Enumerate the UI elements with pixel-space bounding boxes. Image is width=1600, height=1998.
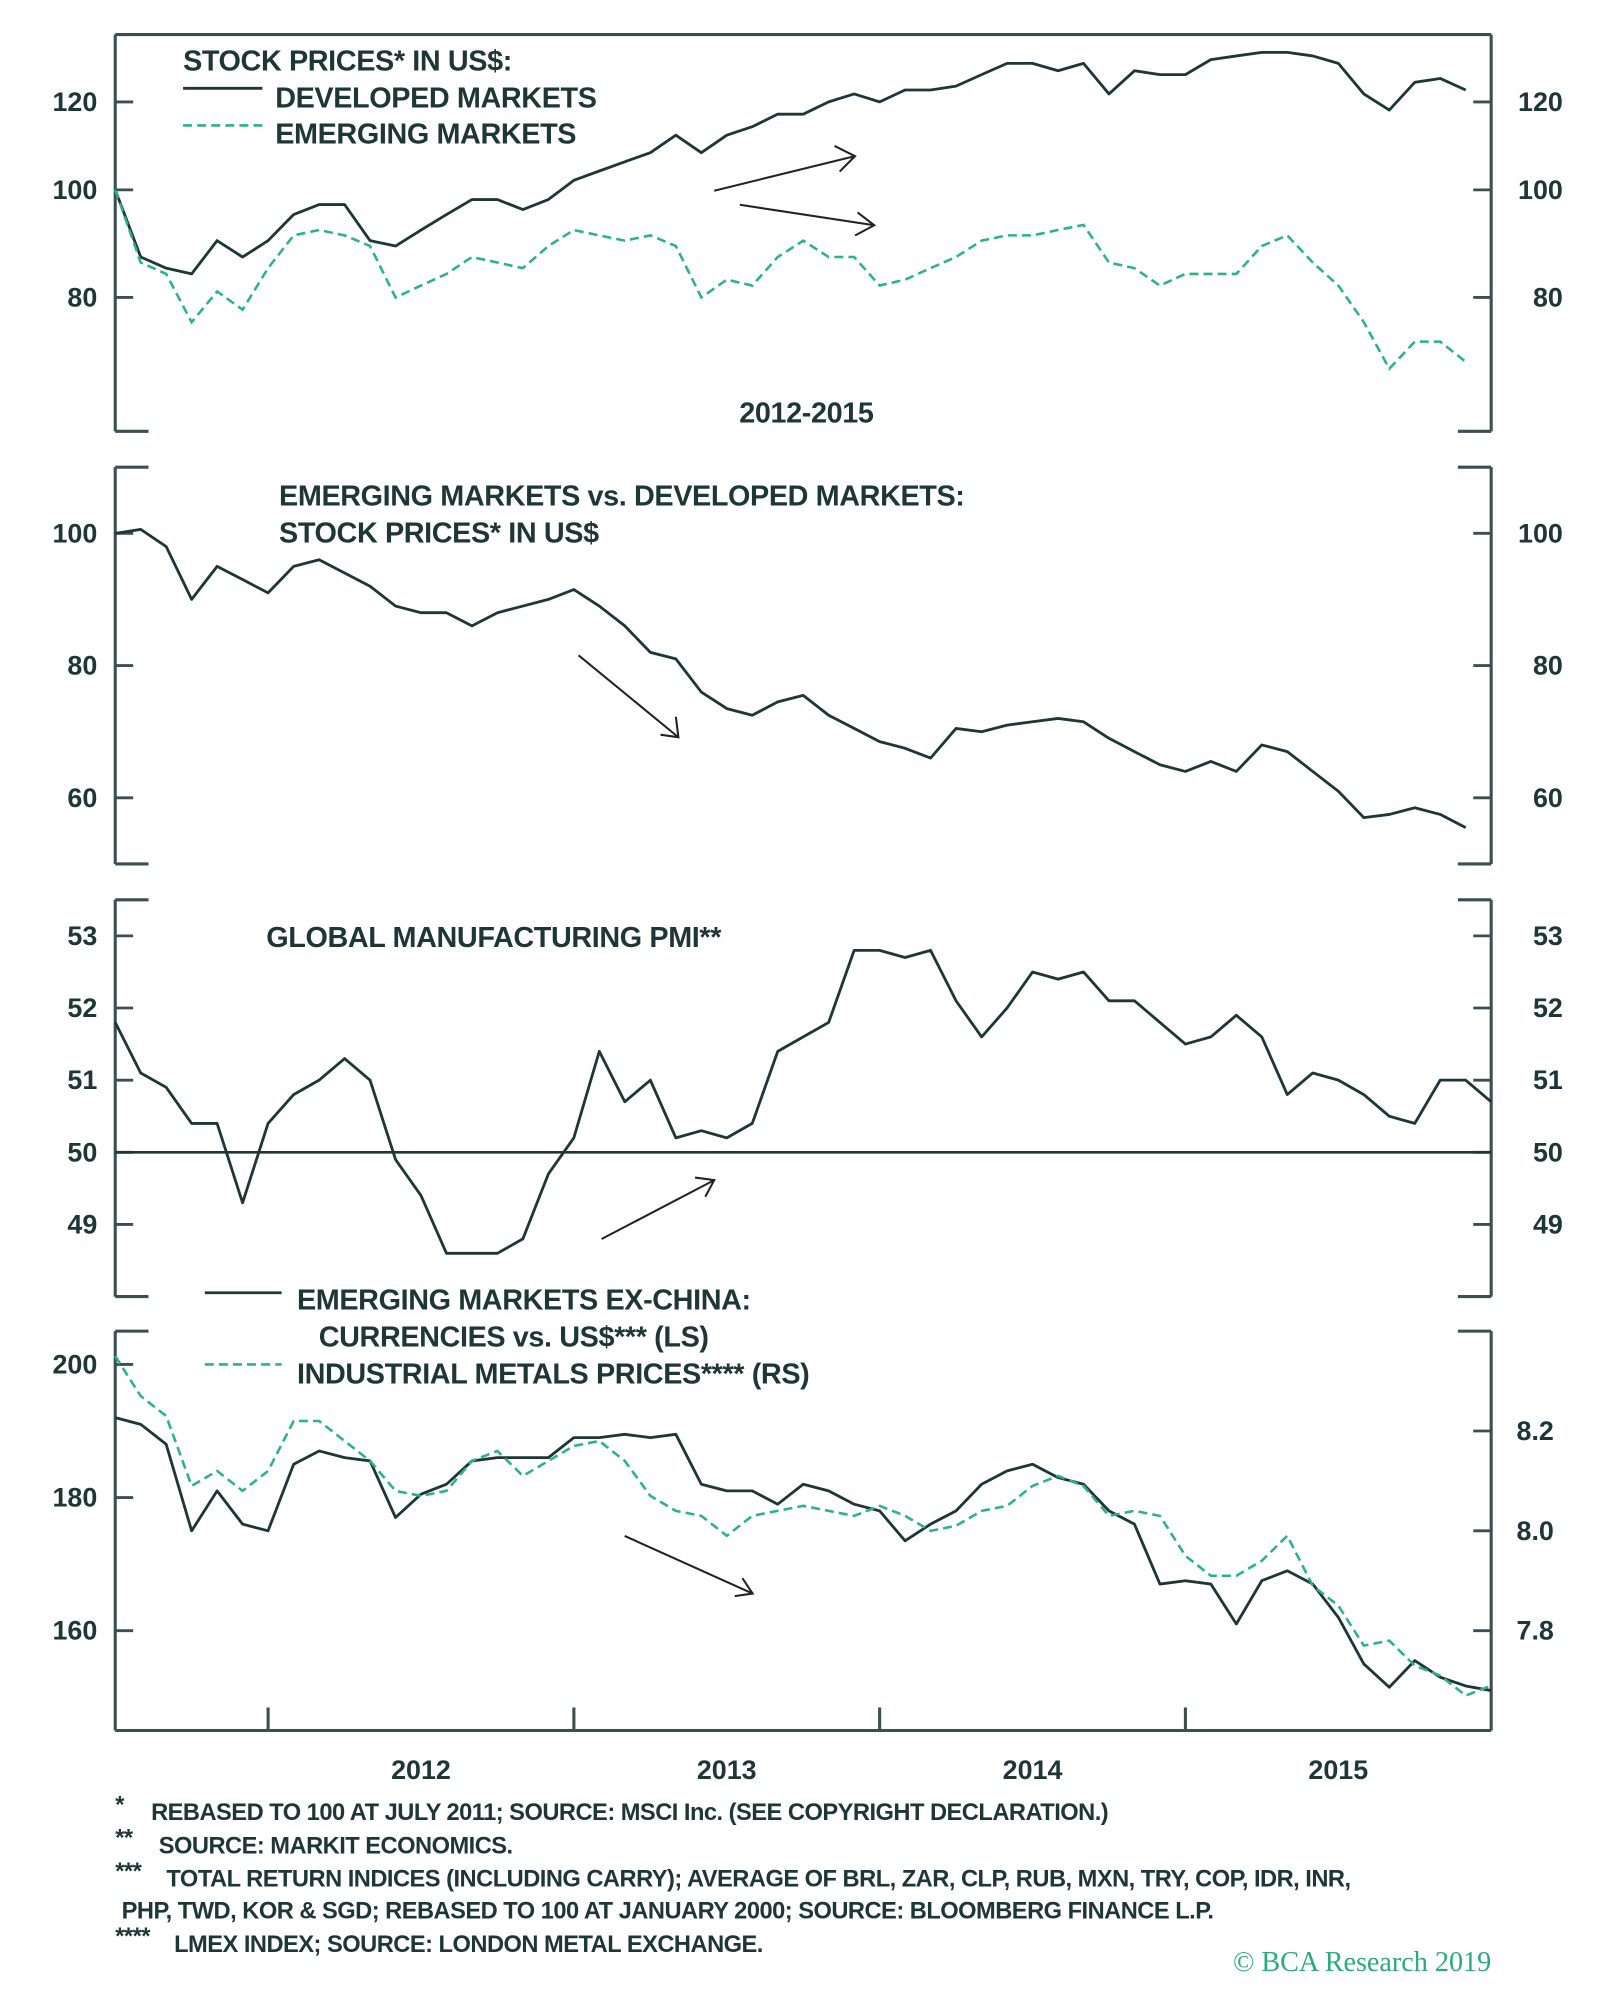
x-tick-label: 2014: [1003, 1755, 1063, 1785]
bca-research-logo: © BCA Research 2019: [1233, 1947, 1491, 1978]
series-line-panel-1-developed-markets: [113, 50, 1467, 276]
legend-label-developed: DEVELOPED MARKETS: [275, 83, 596, 115]
y-tick-label-left: 160: [52, 1616, 97, 1646]
y-tick-label-right: 50: [1533, 1137, 1563, 1167]
panel-2-title-line-1: EMERGING MARKETS vs. DEVELOPED MARKETS:: [279, 481, 964, 513]
series-line-panel-1-emerging-markets: [114, 189, 1467, 371]
legend-label-metals: INDUSTRIAL METALS PRICES**** (RS): [297, 1359, 809, 1391]
arrow-annotation-currency-down: [624, 1535, 755, 1598]
footnotes: * REBASED TO 100 AT JULY 2011; SOURCE: MS…: [115, 1792, 1351, 1958]
y-tick-label-left: 80: [67, 282, 97, 312]
y-tick-label-left: 49: [67, 1209, 97, 1239]
legend-label-currencies: CURRENCIES vs. US$*** (LS): [319, 1322, 709, 1354]
y-tick-label-left: 100: [52, 175, 97, 205]
series-line-panel-4-currencies-vs-us-ls: [114, 1416, 1492, 1692]
panel-2-title-line-2: STOCK PRICES* IN US$: [279, 518, 599, 550]
y-tick-label-right: 8.2: [1517, 1416, 1554, 1446]
y-tick-label-right: 120: [1518, 87, 1563, 117]
y-tick-label-right: 8.0: [1517, 1516, 1554, 1546]
footnote-text: SOURCE: MARKIT ECONOMICS.: [159, 1833, 513, 1859]
y-tick-label-left: 100: [52, 518, 97, 548]
x-tick-label: 2012: [391, 1755, 451, 1785]
arrow-annotation-up: [713, 144, 857, 192]
panel-3-title: GLOBAL MANUFACTURING PMI**: [266, 922, 722, 954]
y-tick-label-right: 52: [1533, 993, 1563, 1023]
footnote-text: PHP, TWD, KOR & SGD; REBASED TO 100 AT J…: [122, 1899, 1214, 1925]
y-tick-label-right: 53: [1533, 921, 1563, 951]
y-tick-label-right: 51: [1533, 1065, 1563, 1095]
y-tick-label-right: 100: [1518, 518, 1563, 548]
arrow-annotation-down: [739, 203, 877, 237]
y-tick-label-left: 53: [67, 921, 97, 951]
x-tick-label: 2013: [697, 1755, 757, 1785]
footnote-mark: ***: [115, 1859, 142, 1885]
panel-1-title: STOCK PRICES* IN US$:: [183, 45, 512, 77]
y-tick-label-right: 7.8: [1517, 1616, 1554, 1646]
legend-label-emerging: EMERGING MARKETS: [275, 118, 576, 150]
y-tick-label-right: 80: [1533, 651, 1563, 681]
y-tick-label-left: 50: [67, 1137, 97, 1167]
y-tick-label-right: 60: [1533, 783, 1563, 813]
series-line-panel-4-industrial-metals-prices-rs: [114, 1355, 1492, 1698]
panel-4-frame: [113, 1329, 1493, 1733]
panel-4-legend-title: EMERGING MARKETS EX-CHINA:: [297, 1284, 751, 1316]
y-tick-label-left: 60: [67, 783, 97, 813]
arrow-annotation-ratio-down: [577, 654, 680, 739]
panel-1-frame: [113, 33, 1493, 433]
arrow-annotation-pmi-up: [601, 1176, 716, 1240]
footnote-mark: ****: [115, 1924, 151, 1950]
y-tick-label-left: 120: [52, 87, 97, 117]
y-tick-label-right: 100: [1518, 175, 1563, 205]
y-tick-label-left: 80: [67, 651, 97, 681]
footnote-mark: *: [115, 1792, 125, 1818]
panel-1-subtitle: 2012-2015: [739, 397, 874, 429]
x-tick-label: 2015: [1308, 1755, 1368, 1785]
footnote-mark: **: [115, 1826, 134, 1852]
y-tick-label-right: 80: [1533, 282, 1563, 312]
y-tick-label-left: 51: [67, 1065, 97, 1095]
footnote-text: LMEX INDEX; SOURCE: LONDON METAL EXCHANG…: [174, 1932, 763, 1958]
y-tick-label-left: 52: [67, 993, 97, 1023]
panel-3-frame: [113, 898, 1493, 1299]
y-tick-label-right: 49: [1533, 1209, 1563, 1239]
y-tick-label-left: 200: [52, 1349, 97, 1379]
footnote-text: REBASED TO 100 AT JULY 2011; SOURCE: MSC…: [151, 1800, 1108, 1826]
series-line-panel-3-series-0: [113, 948, 1493, 1255]
series-line-panel-2-series-0: [115, 527, 1467, 829]
y-tick-label-left: 180: [52, 1482, 97, 1512]
footnote-text: TOTAL RETURN INDICES (INCLUDING CARRY); …: [166, 1867, 1350, 1893]
